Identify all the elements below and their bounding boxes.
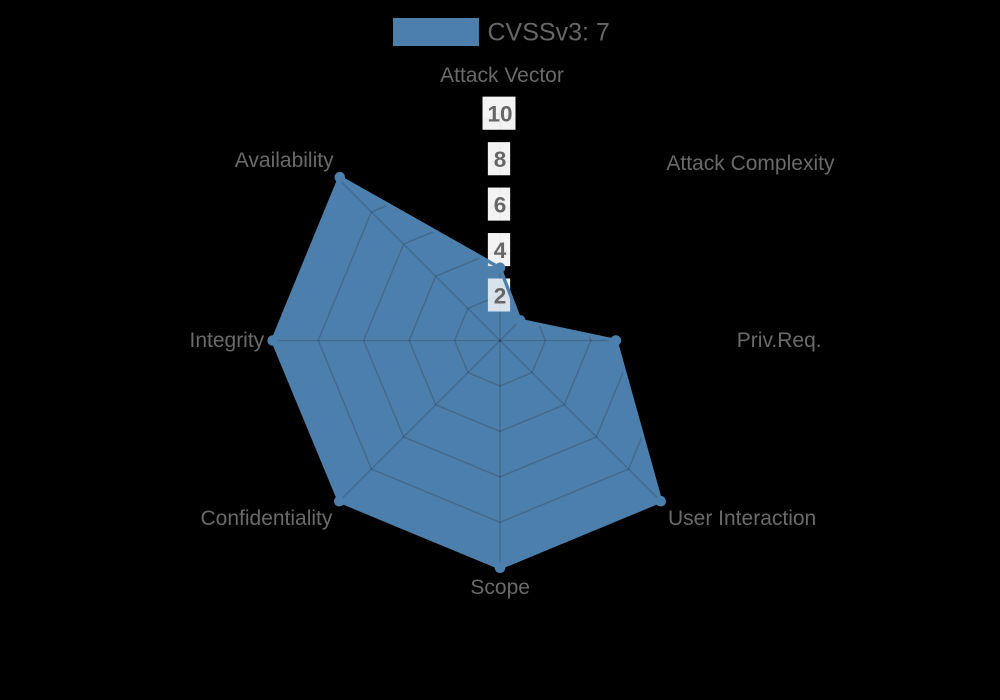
svg-text:Attack Complexity: Attack Complexity [666, 152, 835, 175]
svg-text:8: 8 [494, 147, 507, 172]
svg-text:4: 4 [494, 238, 507, 263]
svg-text:Attack Vector: Attack Vector [440, 64, 564, 87]
svg-text:2: 2 [494, 284, 507, 309]
svg-text:Availability: Availability [235, 149, 334, 172]
svg-text:CVSSv3: 7: CVSSv3: 7 [488, 19, 610, 47]
svg-text:Confidentiality: Confidentiality [200, 507, 332, 530]
svg-text:6: 6 [494, 193, 507, 218]
svg-text:Scope: Scope [470, 576, 530, 599]
svg-text:Priv.Req.: Priv.Req. [737, 329, 822, 352]
svg-text:Integrity: Integrity [189, 329, 264, 352]
svg-text:10: 10 [487, 102, 512, 127]
svg-text:User Interaction: User Interaction [668, 507, 816, 530]
